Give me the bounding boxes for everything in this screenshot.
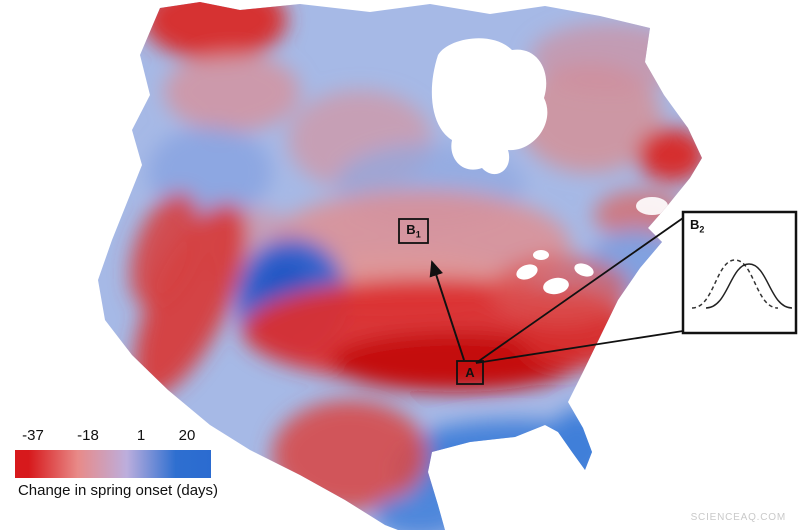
arrow-a-to-b1 bbox=[429, 260, 465, 361]
legend-tick-row: -37 -18 1 20 bbox=[15, 427, 211, 447]
legend-tick: -18 bbox=[77, 427, 99, 444]
legend-tick: 20 bbox=[178, 427, 196, 444]
watermark: SCIENCEAQ.COM bbox=[690, 512, 786, 523]
legend-tick: -37 bbox=[22, 427, 44, 444]
legend-colorbar bbox=[15, 450, 211, 478]
legend-title: Change in spring onset (days) bbox=[17, 482, 219, 499]
region-b1-box bbox=[398, 218, 429, 244]
inset-b2-label: B2 bbox=[690, 217, 705, 235]
region-a-label: A bbox=[457, 361, 483, 384]
great-lakes bbox=[516, 250, 594, 295]
callout-line-to-inset-top bbox=[475, 217, 684, 364]
region-b1-label: B1 bbox=[399, 219, 428, 243]
inset-solid-distribution-curve bbox=[705, 263, 793, 309]
region-a-box bbox=[456, 360, 484, 385]
region-b1-label-text: B1 bbox=[406, 222, 421, 240]
hudson-bay bbox=[431, 38, 548, 175]
region-a-label-text: A bbox=[465, 365, 475, 380]
inset-b2-panel bbox=[681, 210, 798, 335]
legend-tick: 1 bbox=[136, 427, 146, 444]
callout-line-to-inset-bottom bbox=[475, 330, 684, 364]
color-legend: -37 -18 1 20 bbox=[15, 427, 211, 478]
